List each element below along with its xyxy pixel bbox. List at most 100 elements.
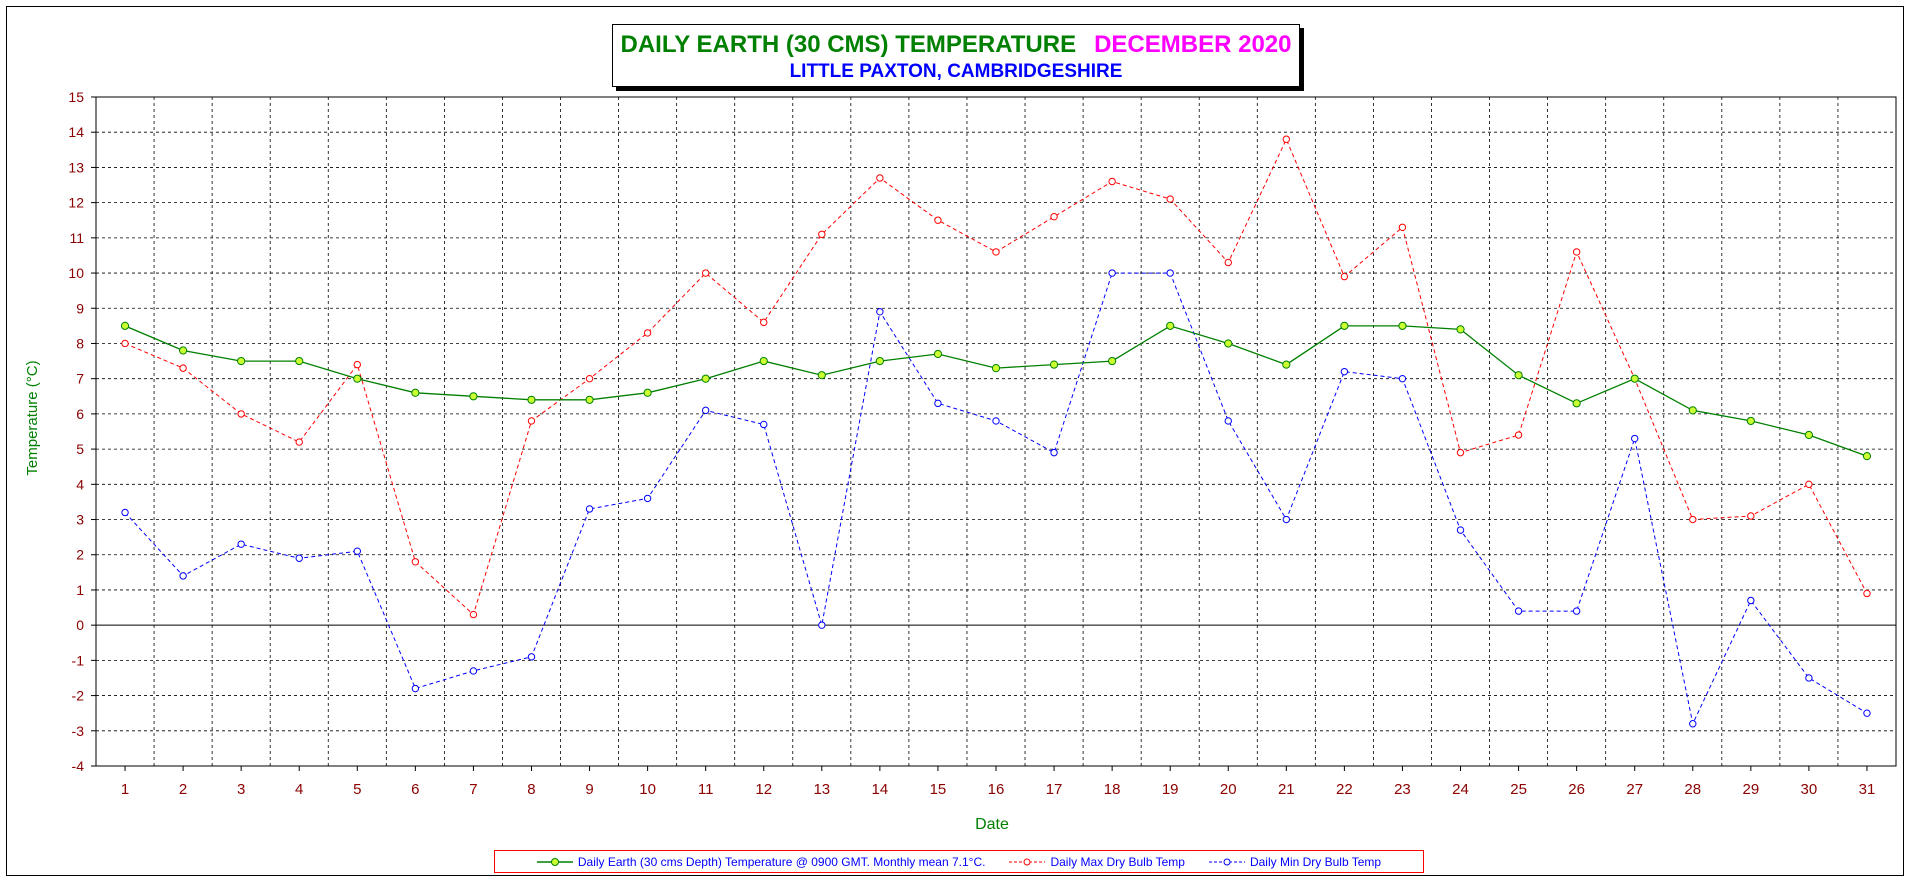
x-tick-label: 14 — [872, 781, 889, 798]
data-point-max — [527, 417, 536, 425]
data-point-min — [1572, 607, 1581, 615]
data-point-min — [1514, 607, 1523, 615]
y-tick-label: 11 — [69, 230, 84, 246]
data-point-min — [1398, 374, 1407, 383]
x-axis-label: Date — [975, 816, 1009, 833]
grid — [96, 97, 1896, 766]
data-point-min — [1689, 720, 1697, 728]
data-point-max — [1805, 480, 1813, 489]
data-point-min — [760, 420, 768, 429]
data-point-earth — [237, 356, 246, 366]
data-point-min — [1224, 417, 1232, 425]
data-point-min — [1747, 596, 1755, 605]
data-point-earth — [1746, 416, 1755, 426]
y-tick-label: 13 — [68, 159, 84, 175]
data-point-min — [1108, 269, 1116, 277]
data-point-max — [1050, 213, 1058, 221]
y-tick-label: 12 — [68, 195, 84, 211]
data-point-max — [1224, 258, 1232, 267]
data-point-earth — [1108, 356, 1117, 366]
data-point-min — [1340, 367, 1349, 376]
data-point-min — [992, 417, 1000, 425]
data-point-earth — [933, 349, 943, 359]
y-tick-label: 4 — [76, 476, 84, 492]
y-tick-label: 0 — [76, 617, 84, 633]
data-point-max — [1863, 589, 1871, 598]
data-point-min — [179, 572, 187, 580]
legend-label-min: Daily Min Dry Bulb Temp — [1249, 854, 1382, 869]
data-point-max — [760, 318, 768, 327]
legend-swatch-max — [1009, 858, 1046, 865]
chart-title-box: DAILY EARTH (30 CMS) TEMPERATURE DECEMBER… — [612, 24, 1300, 87]
data-point-earth — [1340, 321, 1349, 330]
data-point-max — [121, 339, 129, 348]
y-tick-label: 15 — [68, 89, 84, 105]
data-point-earth — [1688, 406, 1697, 415]
y-tick-label: 5 — [76, 441, 84, 457]
y-tick-label: 10 — [68, 265, 84, 281]
x-tick-label: 27 — [1626, 781, 1643, 798]
data-point-earth — [469, 392, 478, 401]
x-tick-label: 25 — [1510, 781, 1527, 798]
legend: Daily Earth (30 cms Depth) Temperature @… — [494, 850, 1424, 873]
x-tick-label: 4 — [295, 781, 303, 798]
data-point-min — [1631, 434, 1639, 443]
legend-item-max: Daily Max Dry Bulb Temp — [1009, 855, 1185, 869]
legend-swatch-min — [1208, 858, 1245, 865]
x-tick-label: 6 — [411, 781, 419, 798]
data-point-max — [1747, 512, 1755, 520]
data-point-min — [1050, 448, 1058, 457]
data-point-min — [121, 508, 129, 517]
x-tick-label: 7 — [469, 781, 477, 798]
data-point-max — [992, 248, 1000, 256]
data-point-max — [411, 558, 420, 566]
data-point-min — [1863, 709, 1871, 717]
data-point-earth — [411, 388, 420, 397]
x-tick-label: 8 — [527, 781, 535, 798]
data-point-min — [1805, 674, 1813, 682]
data-point-min — [643, 494, 652, 503]
x-tick-label: 29 — [1742, 781, 1759, 798]
data-point-min — [585, 505, 594, 513]
data-point-earth — [120, 321, 130, 330]
data-point-earth — [295, 356, 304, 366]
data-point-min — [1166, 269, 1174, 277]
data-point-min — [527, 653, 536, 661]
data-point-min — [876, 308, 884, 316]
data-point-max — [237, 410, 245, 418]
data-point-max — [643, 329, 652, 337]
y-tick-label: 6 — [76, 406, 84, 422]
x-tick-label: 17 — [1046, 781, 1063, 798]
legend-item-min: Daily Min Dry Bulb Temp — [1208, 854, 1382, 869]
data-point-min — [701, 406, 710, 415]
data-point-min — [295, 554, 303, 562]
data-point-max — [295, 438, 303, 446]
y-tick-label: -3 — [72, 723, 85, 739]
data-point-earth — [1398, 321, 1407, 330]
data-point-earth — [585, 395, 594, 404]
x-tick-label: 12 — [755, 781, 772, 798]
x-tick-label: 9 — [585, 781, 593, 798]
y-tick-label: 2 — [76, 547, 84, 563]
x-tick-label: 24 — [1452, 781, 1469, 798]
chart-frame — [6, 6, 1904, 876]
data-point-earth — [759, 356, 768, 366]
data-point-earth — [527, 395, 536, 404]
data-point-max — [1514, 431, 1523, 439]
legend-label-earth: Daily Earth (30 cms Depth) Temperature @… — [577, 854, 986, 869]
data-point-min — [818, 621, 826, 629]
data-point-max — [934, 216, 942, 224]
data-point-max — [701, 269, 710, 277]
y-tick-label: 1 — [76, 582, 84, 598]
y-tick-label: -4 — [72, 758, 85, 774]
data-point-max — [1282, 135, 1291, 143]
x-tick-label: 26 — [1568, 781, 1585, 798]
data-point-max — [1340, 272, 1349, 281]
y-tick-label: -1 — [72, 652, 85, 668]
data-point-max — [353, 360, 361, 369]
data-point-earth — [1456, 325, 1465, 334]
plot-area — [95, 96, 1897, 767]
y-tick-label: -2 — [72, 688, 85, 704]
